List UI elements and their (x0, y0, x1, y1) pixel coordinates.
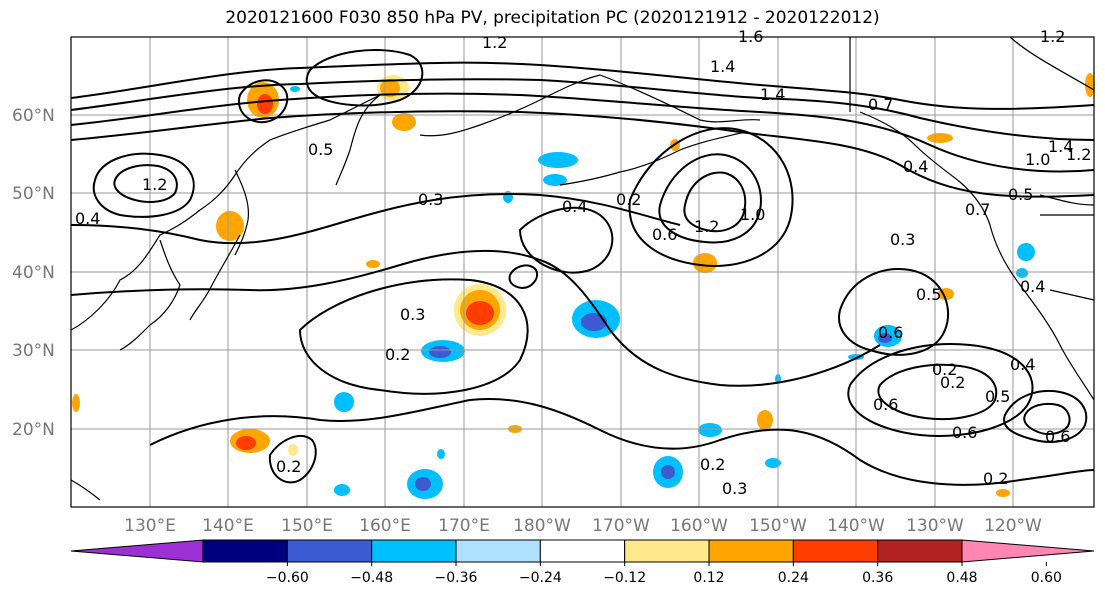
colorbar-tick-label: −0.12 (603, 570, 646, 586)
colorbar-tick-label: −0.48 (350, 570, 393, 586)
colorbar-segment (708, 539, 794, 563)
contour-label: 0.6 (878, 323, 903, 342)
contour-labels: 1.2 1.6 1.4 1.2 1.4 0.7 1.0 1.4 1.2 1.2 … (75, 27, 1091, 498)
contour-label: 1.2 (1066, 145, 1091, 164)
lon-label: 170°W (592, 516, 650, 536)
contour-label: 0.6 (1045, 427, 1070, 446)
precip-negative-blob (538, 152, 578, 186)
pv-contours (70, 49, 1095, 486)
lat-label: 30°N (12, 341, 55, 361)
precip-positive-blob (247, 82, 279, 118)
lon-label: 140°E (202, 516, 254, 536)
colorbar-tick-label: −0.24 (519, 570, 562, 586)
colorbar-extend-max (961, 539, 1095, 563)
lon-label: 140°W (827, 516, 885, 536)
precip-positive-blob (230, 429, 270, 453)
contour-label: 0.3 (400, 305, 425, 324)
colorbar-segment (877, 539, 963, 563)
lat-label: 50°N (12, 184, 55, 204)
lon-label: 130°W (906, 516, 964, 536)
lon-label: 160°W (670, 516, 728, 536)
contour-label: 0.2 (983, 469, 1008, 488)
precip-positive-blob (216, 211, 244, 241)
contour-label: 0.5 (308, 140, 333, 159)
contour-label: 1.0 (1025, 150, 1050, 169)
contour-label: 0.3 (722, 479, 747, 498)
contour-label: 0.2 (616, 190, 641, 209)
contour-label: 0.3 (418, 190, 443, 209)
contour-label: 0.6 (952, 423, 977, 442)
colorbar-tick-label: 0.24 (778, 570, 809, 586)
precip-negative-blob (421, 340, 465, 362)
lat-label: 40°N (12, 263, 55, 283)
contour-label: 0.7 (868, 95, 893, 114)
lon-label: 120°W (984, 516, 1042, 536)
colorbar-segment (792, 539, 879, 563)
colorbar-tick-label: −0.60 (266, 570, 309, 586)
contour-label: 0.6 (873, 395, 898, 414)
contour-label: 0.2 (932, 360, 957, 379)
precip-negative-blob (290, 86, 1035, 499)
colorbar-segment (202, 539, 288, 563)
contour-label: 0.5 (985, 387, 1010, 406)
contour-label: 1.0 (740, 205, 765, 224)
contour-label: 1.4 (710, 57, 735, 76)
colorbar-tick-label: 0.48 (946, 570, 977, 586)
lat-label: 20°N (12, 420, 55, 440)
lon-label: 130°E (124, 516, 176, 536)
lon-label: 170°E (438, 516, 490, 536)
colorbar-tick-label: 0.12 (693, 570, 724, 586)
colorbar-segment (539, 539, 626, 563)
precip-positive-blob (454, 284, 506, 336)
contour-label: 1.2 (694, 217, 719, 236)
contour-label: 0.5 (1008, 185, 1033, 204)
colorbar-extend-min (70, 539, 204, 563)
contour-label: 0.2 (385, 345, 410, 364)
lon-label: 180°W (513, 516, 571, 536)
lon-label: 150°W (749, 516, 807, 536)
contour-label: 0.7 (965, 200, 990, 219)
contour-label: 0.4 (75, 209, 100, 228)
contour-label: 0.2 (940, 373, 965, 392)
contour-label: 1.4 (1048, 137, 1073, 156)
lon-label: 160°E (359, 516, 411, 536)
contour-label: 0.6 (652, 225, 677, 244)
contour-label: 1.2 (142, 175, 167, 194)
contour-label: 1.2 (482, 33, 507, 52)
precip-positive-blob (392, 113, 416, 131)
contour-label: 0.5 (916, 285, 941, 304)
contour-label: 0.4 (562, 197, 587, 216)
contour-label: 0.4 (903, 157, 928, 176)
lon-label: 150°E (281, 516, 333, 536)
colorbar-tick-label: 0.60 (1031, 570, 1062, 586)
contour-label: 0.3 (890, 230, 915, 249)
colorbar-tick-label: 0.36 (862, 570, 893, 586)
colorbar-segment (624, 539, 710, 563)
colorbar-segment (371, 539, 457, 563)
colorbar-tick-label: −0.36 (435, 570, 478, 586)
contour-label: 0.4 (1010, 355, 1035, 374)
lat-label: 60°N (12, 106, 55, 126)
contour-label: 1.4 (760, 85, 785, 104)
colorbar-segment (455, 539, 541, 563)
colorbar-segment (286, 539, 373, 563)
contour-label: 0.2 (276, 457, 301, 476)
contour-label: 0.2 (700, 455, 725, 474)
longitude-labels: 130°E 140°E 150°E 160°E 170°E 180°W 170°… (124, 516, 1042, 536)
contour-label: 0.4 (1020, 277, 1045, 296)
map-title: 2020121600 F030 850 hPa PV, precipitatio… (225, 8, 880, 28)
colorbar: −0.60 −0.48 −0.36 −0.24 −0.12 0.12 0.24 0.36 0.4… (70, 539, 1095, 586)
latitude-labels: 60°N 50°N 40°N 30°N 20°N (12, 106, 55, 440)
map-frame (70, 36, 1095, 508)
